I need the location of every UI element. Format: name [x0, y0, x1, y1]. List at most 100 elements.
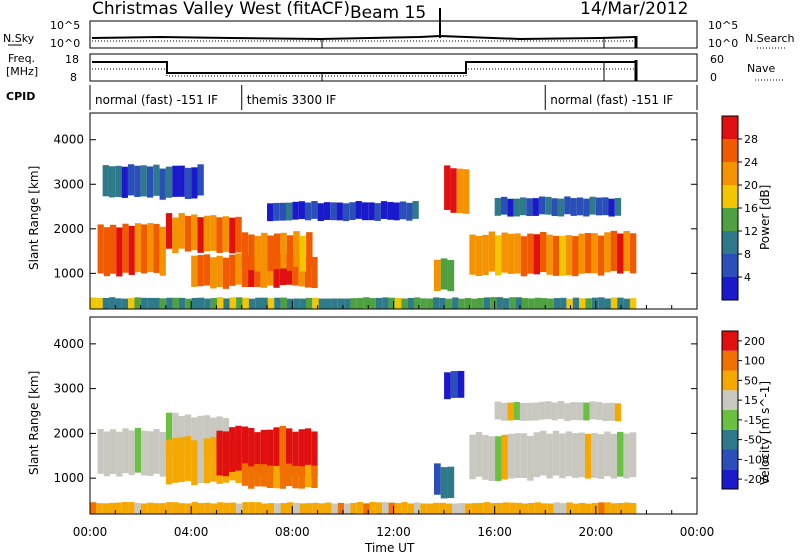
velocity-heatmap: [90, 370, 637, 514]
power-colorbar: 4 8 12 16 20 24 28: [721, 115, 758, 301]
power-cell: [393, 202, 400, 221]
velocity-cell: [547, 503, 554, 514]
power-cell: [96, 297, 103, 309]
power-colorbar-swatch: [722, 231, 738, 254]
power-cell: [617, 233, 624, 274]
power-cell: [203, 254, 211, 286]
power-cell: [375, 297, 383, 309]
power-cell: [128, 225, 135, 275]
velocity-cell: [134, 427, 142, 473]
power-cell: [223, 298, 230, 309]
velocity-cell: [184, 436, 192, 481]
power-cell: [140, 297, 148, 309]
velocity-cell: [304, 428, 312, 474]
velocity-cell: [509, 502, 516, 514]
velocity-colorbar-swatch: [722, 390, 738, 410]
velocity-cell: [533, 432, 540, 478]
power-cell: [178, 213, 185, 249]
velocity-cell: [305, 503, 313, 514]
power-cell: [217, 297, 224, 309]
power-ytick-label: 2000: [53, 222, 84, 236]
velocity-cell: [255, 502, 262, 514]
velocity-cell: [589, 401, 596, 420]
velocity-cell: [469, 434, 476, 480]
velocity-cell: [602, 403, 609, 422]
power-cell: [477, 297, 484, 309]
velocity-cell: [292, 465, 299, 489]
power-cell: [526, 198, 533, 217]
velocity-cell: [482, 434, 489, 480]
power-cell: [578, 233, 585, 274]
power-cell: [325, 298, 332, 309]
power-cell: [241, 232, 249, 268]
velocity-cell: [128, 502, 135, 514]
power-cell: [546, 234, 553, 275]
power-cell: [141, 224, 148, 274]
velocity-cell: [539, 430, 547, 476]
power-cell: [560, 297, 567, 309]
power-cell: [614, 197, 622, 216]
power-cell: [444, 165, 451, 210]
power-cell: [501, 232, 508, 273]
velocity-cell: [248, 502, 256, 514]
velocity-cell: [254, 464, 261, 487]
velocity-cell: [608, 402, 615, 421]
velocity-cell: [216, 430, 223, 476]
power-cell: [261, 232, 268, 269]
power-cell: [121, 166, 128, 198]
velocity-cell: [344, 503, 351, 514]
velocity-cell: [280, 503, 287, 514]
power-cell: [355, 201, 362, 219]
power-cell: [102, 165, 109, 197]
velocity-cell: [292, 431, 299, 477]
velocity-cell: [614, 403, 622, 422]
velocity-cell: [241, 463, 249, 486]
power-cell: [273, 256, 280, 288]
power-colorbar-swatch: [722, 208, 738, 231]
velocity-cell: [210, 436, 217, 482]
power-colorbar-tick-label: 28: [744, 133, 758, 146]
velocity-cell: [526, 402, 533, 421]
cpid-segment-label: themis 3300 IF: [247, 93, 337, 107]
power-cell: [317, 203, 324, 222]
power-cell: [121, 298, 129, 309]
power-cell: [304, 256, 312, 288]
power-cell: [191, 214, 198, 251]
velocity-cell: [304, 464, 312, 488]
power-cell: [255, 297, 262, 309]
power-cell: [229, 217, 236, 254]
power-ytick-label: 3000: [53, 177, 84, 191]
power-cell: [110, 224, 117, 274]
velocity-cell: [178, 437, 185, 482]
power-cell: [570, 198, 577, 216]
velocity-cell: [483, 502, 491, 514]
power-cell: [401, 298, 408, 309]
power-cell: [305, 297, 313, 309]
power-cell: [134, 223, 142, 273]
power-cell: [597, 235, 605, 276]
velocity-cell: [159, 431, 166, 477]
power-cell: [210, 215, 217, 251]
velocity-cell: [153, 503, 160, 514]
power-cell: [591, 297, 599, 309]
power-cell: [147, 297, 154, 309]
power-cell: [273, 233, 281, 270]
velocity-cell: [401, 502, 408, 514]
power-colorbar-swatch: [722, 162, 738, 185]
velocity-ytick-label: 4000: [53, 337, 84, 351]
velocity-cell: [527, 435, 534, 481]
velocity-cell: [439, 502, 446, 514]
velocity-cell: [520, 433, 528, 478]
power-cell: [502, 298, 510, 309]
velocity-cell: [488, 436, 496, 482]
power-colorbar-tick-label: 8: [744, 248, 751, 261]
power-cell: [128, 298, 135, 309]
power-colorbar-swatch: [722, 185, 738, 208]
power-cell: [210, 297, 218, 309]
power-cell: [551, 198, 558, 217]
velocity-colorbar-label: Velocity [m s^-1]: [758, 381, 772, 485]
power-ytick-label: 1000: [53, 266, 84, 280]
power-cell: [298, 201, 305, 220]
power-cell: [406, 202, 413, 221]
velocity-cell: [591, 433, 598, 478]
